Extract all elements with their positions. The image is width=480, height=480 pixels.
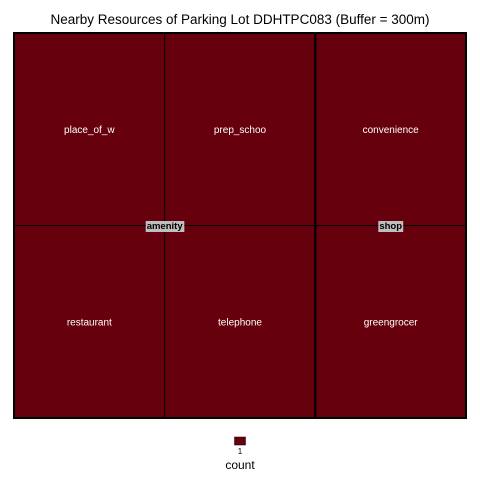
- tile-place-of-w: [13, 32, 166, 226]
- group-label-amenity: amenity: [147, 221, 184, 232]
- tile-label: telephone: [218, 317, 262, 328]
- tile-label: prep_schoo: [214, 125, 267, 136]
- legend-key: [234, 436, 246, 446]
- tile-prep-schoo: [164, 32, 316, 226]
- tile-label: place_of_w: [64, 125, 115, 136]
- group-label-bg: [378, 221, 404, 232]
- legend-keys: 1: [234, 436, 246, 456]
- tile-telephone: [164, 225, 316, 419]
- group-label-bg: [145, 221, 185, 232]
- legend: 1 count: [225, 436, 255, 472]
- group-labels-layer: amenity shop: [145, 221, 404, 232]
- tile-greengrocer: [314, 225, 467, 419]
- group-label-shop: shop: [379, 221, 402, 232]
- tile-label: greengrocer: [364, 317, 419, 328]
- tile-label: convenience: [363, 125, 420, 136]
- group-borders-layer: [13, 32, 468, 419]
- legend-title: count: [225, 458, 255, 472]
- chart-title: Nearby Resources of Parking Lot DDHTPC08…: [50, 12, 429, 27]
- group-border-shop: [314, 32, 468, 419]
- legend-tick-label: 1: [238, 447, 243, 456]
- tile-label: restaurant: [67, 317, 112, 328]
